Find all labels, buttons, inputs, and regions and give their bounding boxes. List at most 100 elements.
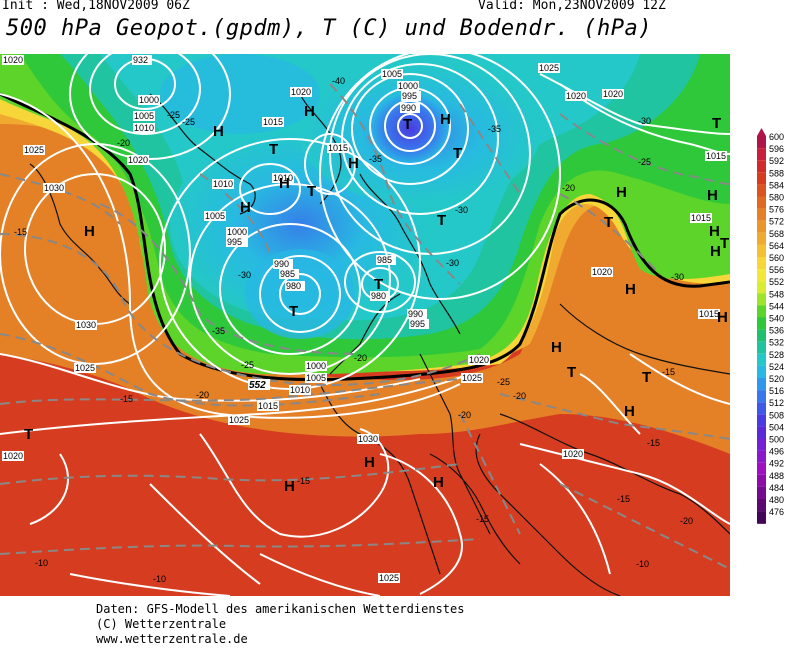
- pressure-label: 1000: [397, 81, 419, 91]
- pressure-label: 985: [279, 269, 299, 279]
- svg-text:552: 552: [249, 380, 266, 391]
- legend-tick-label: 600: [769, 132, 784, 142]
- svg-text:1025: 1025: [75, 363, 95, 373]
- temp-label: -15: [647, 438, 660, 448]
- legend-swatch: [757, 172, 766, 185]
- svg-text:1010: 1010: [273, 173, 293, 183]
- low-marker: T: [437, 212, 446, 229]
- legend-swatch: [757, 474, 766, 487]
- svg-text:995: 995: [410, 319, 425, 329]
- pressure-systems: H H H H H H H H H H H H H H H H H H T T …: [24, 103, 729, 495]
- svg-text:1020: 1020: [592, 267, 612, 277]
- legend-tick-label: 536: [769, 326, 784, 336]
- legend-swatch: [757, 438, 766, 451]
- legend-tick-label: 488: [769, 471, 784, 481]
- svg-text:1025: 1025: [229, 415, 249, 425]
- svg-text:1015: 1015: [258, 401, 278, 411]
- temp-label: -20: [196, 390, 209, 400]
- pressure-label: 1005: [305, 373, 327, 383]
- high-marker: H: [717, 309, 728, 326]
- high-marker: H: [625, 281, 636, 298]
- legend-swatch: [757, 450, 766, 463]
- temp-label: -40: [332, 76, 345, 86]
- svg-text:995: 995: [402, 91, 417, 101]
- low-marker: T: [720, 235, 729, 252]
- high-marker: H: [284, 478, 295, 495]
- legend-swatch: [757, 160, 766, 173]
- legend-swatch: [757, 244, 766, 257]
- svg-text:990: 990: [408, 309, 423, 319]
- svg-text:1020: 1020: [3, 451, 23, 461]
- valid-time: Valid: Mon,23NOV2009 12Z: [478, 0, 666, 13]
- legend-tick-label: 544: [769, 301, 784, 311]
- temp-label: -30: [638, 116, 651, 126]
- pressure-label: 1010: [212, 179, 234, 189]
- temp-label: -25: [638, 157, 651, 167]
- legend-tick-label: 540: [769, 314, 784, 324]
- legend-swatch: [757, 426, 766, 439]
- svg-text:1015: 1015: [691, 213, 711, 223]
- header: Init : Wed,18NOV2009 06Z Valid: Mon,23NO…: [0, 0, 790, 48]
- svg-text:1010: 1010: [213, 179, 233, 189]
- pressure-label: 1025: [538, 63, 560, 73]
- footer-data-source: Daten: GFS-Modell des amerikanischen Wet…: [96, 602, 465, 616]
- legend-tick-label: 592: [769, 156, 784, 166]
- footer-copyright: (C) Wetterzentrale: [96, 617, 227, 631]
- low-marker: T: [453, 145, 462, 162]
- low-marker: T: [712, 115, 721, 132]
- legend-tick-label: 584: [769, 180, 784, 190]
- legend-tick-label: 480: [769, 495, 784, 505]
- high-marker: H: [84, 223, 95, 240]
- high-marker: H: [616, 184, 627, 201]
- pressure-label: 1020: [468, 355, 490, 365]
- pressure-label: 1010: [133, 123, 155, 133]
- legend-swatch: [757, 232, 766, 245]
- temp-label: -25: [167, 110, 180, 120]
- legend-swatch: [757, 390, 766, 403]
- svg-text:1005: 1005: [205, 211, 225, 221]
- legend-swatch: [757, 293, 766, 306]
- contour-552-label: 552: [248, 379, 270, 391]
- legend-swatch: [757, 148, 766, 161]
- svg-text:1020: 1020: [566, 91, 586, 101]
- legend-tick-label: 516: [769, 386, 784, 396]
- temp-label: -35: [212, 326, 225, 336]
- svg-text:1015: 1015: [706, 151, 726, 161]
- legend-swatch: [757, 365, 766, 378]
- high-marker: H: [624, 403, 635, 420]
- pressure-label: 1025: [228, 415, 250, 425]
- high-marker: H: [364, 454, 375, 471]
- legend-swatch: [757, 196, 766, 209]
- legend-tick-label: 596: [769, 144, 784, 154]
- svg-text:1005: 1005: [134, 111, 154, 121]
- svg-text:1000: 1000: [306, 361, 326, 371]
- pressure-label: 980: [370, 291, 390, 301]
- pressure-label: 1025: [74, 363, 96, 373]
- low-marker: T: [567, 364, 576, 381]
- high-marker: H: [707, 187, 718, 204]
- high-marker: H: [709, 223, 720, 240]
- svg-text:1020: 1020: [563, 449, 583, 459]
- legend-tick-label: 572: [769, 217, 784, 227]
- legend-tick-label: 552: [769, 277, 784, 287]
- legend-tick-label: 496: [769, 447, 784, 457]
- high-marker: H: [551, 339, 562, 356]
- pressure-label: 1005: [381, 69, 403, 79]
- legend-top-arrow: [757, 128, 766, 136]
- svg-text:985: 985: [280, 269, 295, 279]
- temp-label: -20: [458, 410, 471, 420]
- legend-swatch: [757, 378, 766, 391]
- svg-text:1025: 1025: [462, 373, 482, 383]
- svg-text:980: 980: [371, 291, 386, 301]
- pressure-label: 1015: [690, 213, 712, 223]
- legend-tick-label: 520: [769, 374, 784, 384]
- temp-label: -20: [117, 138, 130, 148]
- pressure-label-group: 1020 932 1000 1005 1010 1020 1025 1030 1…: [2, 55, 727, 583]
- temperature-label-group: -15 -20 -25 -30 -35 -40 -35 -30 -25 -20 …: [14, 76, 693, 584]
- legend-tick-label: 564: [769, 241, 784, 251]
- temp-label: -30: [446, 258, 459, 268]
- pressure-label: 1015: [262, 117, 284, 127]
- legend-swatch: [757, 208, 766, 221]
- pressure-label: 1000: [138, 95, 160, 105]
- low-marker: T: [289, 303, 298, 320]
